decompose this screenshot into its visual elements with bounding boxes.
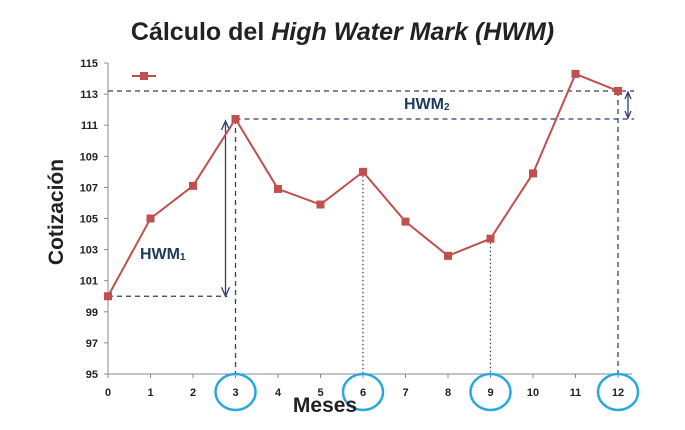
data-point-marker: [146, 214, 155, 223]
data-point-marker: [359, 167, 367, 176]
legend: [132, 72, 156, 80]
month-highlight-circle: [214, 372, 257, 412]
data-point-marker: [316, 200, 325, 209]
x-tick-label: 4: [275, 387, 282, 399]
x-tick-label: 10: [527, 387, 539, 399]
hwm1-label: HWM1: [140, 246, 186, 264]
chart-title: Cálculo del High Water Mark (HWM): [0, 18, 685, 47]
hwm2-text: HWM: [404, 96, 444, 113]
x-tick-label: 2: [190, 387, 196, 399]
data-point-marker: [614, 86, 622, 95]
y-tick-label: 95: [86, 369, 98, 381]
data-point-marker: [189, 181, 197, 190]
y-tick-label: 111: [81, 120, 98, 132]
y-tick-label: 115: [80, 58, 98, 70]
data-point-marker: [274, 184, 282, 193]
hwm1-sub: 1: [179, 252, 186, 263]
month-highlight-circle: [596, 372, 640, 412]
y-tick-label: 113: [80, 89, 98, 101]
y-tick-label: 109: [80, 151, 98, 163]
data-point-marker: [529, 169, 537, 178]
title-italic: High Water Mark (HWM): [271, 18, 555, 46]
x-tick-label: 11: [570, 387, 582, 399]
highlight-circles: [214, 372, 640, 412]
y-tick-label: 97: [86, 338, 98, 350]
data-point-marker: [104, 292, 112, 301]
x-tick-label: 0: [105, 387, 111, 399]
hwm2-sub: 2: [443, 102, 450, 113]
hwm2-arrowhead-up: [624, 90, 632, 100]
series-line: [104, 69, 622, 301]
y-tick-label: 99: [86, 307, 98, 319]
data-point-marker: [571, 69, 580, 78]
data-point-marker: [231, 114, 240, 123]
x-tick-label: 8: [445, 387, 451, 399]
x-tick-label: 9: [487, 387, 493, 399]
x-tick-label: 3: [232, 387, 238, 399]
hwm2-label: HWM2: [404, 96, 450, 114]
hwm1-arrowhead-down: [220, 286, 231, 298]
hwm2-arrowhead-down: [624, 110, 632, 120]
x-axis-label: Meses: [292, 394, 358, 417]
legend-marker: [140, 72, 148, 80]
month-highlight-circle: [341, 372, 385, 412]
data-point-marker: [401, 217, 410, 226]
data-point-marker: [486, 234, 495, 243]
reference-lines: [108, 90, 634, 374]
x-tick-label: 5: [317, 387, 323, 399]
hwm1-arrowhead-up: [220, 119, 231, 131]
y-tick-label: 101: [80, 276, 98, 288]
hwm1-text: HWM: [140, 246, 180, 263]
y-axis-label: Cotización: [45, 158, 68, 266]
y-tick-label: 107: [80, 182, 98, 194]
x-tick-label: 12: [612, 387, 624, 399]
month-highlight-circle: [469, 372, 512, 412]
axes: [104, 62, 632, 378]
data-point-marker: [444, 251, 452, 260]
y-tick-label: 103: [80, 245, 98, 257]
x-tick-label: 6: [360, 387, 366, 399]
x-tick-label: 7: [402, 387, 408, 399]
title-prefix: Cálculo del: [130, 18, 272, 46]
x-tick-label: 1: [147, 387, 153, 399]
y-tick-label: 105: [80, 214, 98, 226]
